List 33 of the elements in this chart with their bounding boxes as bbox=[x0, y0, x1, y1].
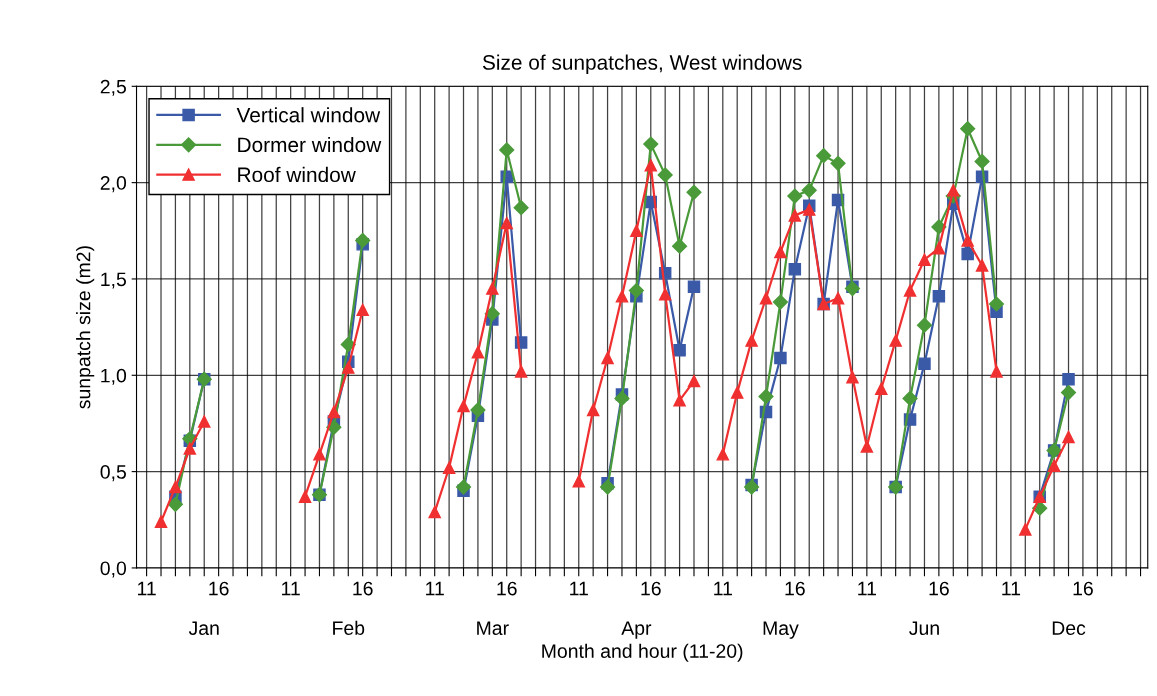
x-tick-label: 11 bbox=[570, 581, 588, 596]
y-tick-label: 2,5 bbox=[100, 79, 126, 96]
x-tick-label: 11 bbox=[714, 581, 732, 596]
y-axis-title: sunpatch size (m2) bbox=[76, 246, 95, 409]
legend-label: Dormer window bbox=[238, 136, 382, 153]
text: Jun bbox=[909, 621, 939, 635]
x-tick-label: 11 bbox=[1002, 581, 1021, 596]
text: Jan bbox=[188, 621, 219, 635]
x-tick-label: 16 bbox=[641, 581, 661, 596]
x-tick-label: 11 bbox=[858, 581, 876, 596]
x-tick-label: 16 bbox=[929, 581, 949, 596]
chart-title: Size of sunpatches, West windows bbox=[482, 54, 802, 74]
x-tick-label: 16 bbox=[209, 581, 229, 596]
y-tick-label: 1,5 bbox=[101, 272, 126, 289]
x-tick-label: 11 bbox=[426, 581, 444, 596]
x-tick-label: 16 bbox=[497, 581, 517, 596]
text: Feb bbox=[333, 620, 365, 635]
y-tick-label: 0,5 bbox=[100, 465, 126, 482]
x-tick-label: 16 bbox=[1073, 581, 1093, 596]
y-tick-label: 1,0 bbox=[101, 368, 127, 385]
legend-label: Roof window bbox=[238, 166, 356, 183]
x-axis-title: Month and hour (11-20) bbox=[542, 643, 743, 662]
x-tick-label: 11 bbox=[138, 581, 156, 596]
x-tick-label: 16 bbox=[353, 581, 373, 596]
text: May bbox=[763, 621, 799, 639]
y-tick-label: 0,0 bbox=[100, 561, 127, 578]
text: Dec bbox=[1052, 621, 1086, 635]
x-tick-label: 11 bbox=[282, 581, 300, 596]
legend-label: Vertical window bbox=[236, 107, 381, 123]
x-tick-label: 16 bbox=[785, 581, 805, 596]
text: Mar bbox=[477, 621, 509, 635]
text: Apr bbox=[621, 621, 652, 639]
y-tick-label: 2,0 bbox=[100, 176, 127, 193]
